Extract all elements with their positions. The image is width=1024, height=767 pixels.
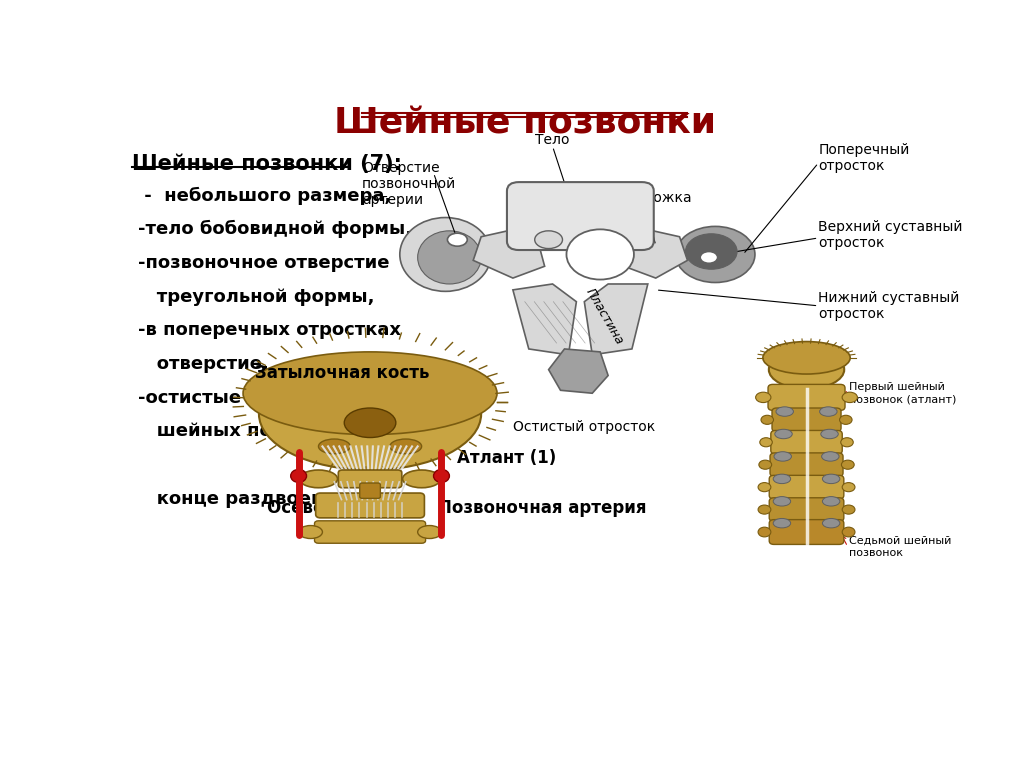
Ellipse shape: [756, 392, 771, 403]
FancyBboxPatch shape: [780, 516, 833, 523]
Ellipse shape: [700, 252, 718, 263]
FancyBboxPatch shape: [769, 498, 844, 522]
Ellipse shape: [685, 234, 737, 269]
Ellipse shape: [841, 438, 853, 447]
Ellipse shape: [758, 505, 771, 514]
Ellipse shape: [773, 474, 791, 484]
Ellipse shape: [760, 438, 772, 447]
Ellipse shape: [299, 525, 323, 538]
Ellipse shape: [842, 392, 857, 403]
Ellipse shape: [842, 482, 855, 492]
Ellipse shape: [773, 518, 791, 528]
PathPatch shape: [513, 284, 577, 355]
FancyBboxPatch shape: [770, 453, 843, 476]
Text: Пластина: Пластина: [583, 286, 626, 347]
Text: Первый шейный
позвонок (атлант): Первый шейный позвонок (атлант): [849, 383, 956, 404]
Ellipse shape: [390, 439, 422, 454]
PathPatch shape: [473, 228, 545, 278]
Ellipse shape: [822, 474, 840, 484]
Ellipse shape: [773, 496, 791, 506]
Text: Шейные позвонки (7):: Шейные позвонки (7):: [132, 154, 402, 174]
Ellipse shape: [243, 352, 497, 435]
Ellipse shape: [758, 482, 771, 492]
Text: Седьмой шейный
позвонок: Седьмой шейный позвонок: [849, 536, 951, 558]
Text: отверстие,: отверстие,: [138, 355, 269, 373]
FancyBboxPatch shape: [781, 449, 831, 456]
PathPatch shape: [549, 349, 608, 393]
Text: Остистый отросток: Остистый отросток: [513, 420, 655, 434]
Ellipse shape: [842, 505, 855, 514]
FancyBboxPatch shape: [769, 476, 844, 499]
Text: Ножка: Ножка: [644, 191, 692, 206]
FancyBboxPatch shape: [780, 472, 833, 479]
Text: Атлант (1): Атлант (1): [458, 449, 557, 467]
FancyBboxPatch shape: [517, 189, 651, 249]
Ellipse shape: [842, 527, 855, 537]
Ellipse shape: [840, 415, 852, 424]
PathPatch shape: [585, 284, 648, 355]
FancyBboxPatch shape: [772, 408, 841, 432]
Ellipse shape: [759, 460, 772, 469]
Ellipse shape: [776, 407, 794, 416]
FancyBboxPatch shape: [314, 521, 426, 543]
FancyBboxPatch shape: [769, 519, 844, 545]
Ellipse shape: [535, 231, 562, 249]
Ellipse shape: [447, 233, 467, 246]
Ellipse shape: [402, 470, 440, 488]
Text: Осевой (2): Осевой (2): [267, 499, 369, 518]
Text: -  небольшого размера,: - небольшого размера,: [138, 186, 391, 205]
Ellipse shape: [822, 518, 840, 528]
Ellipse shape: [758, 527, 771, 537]
Ellipse shape: [821, 452, 839, 461]
Text: -остистые отростки II-VI: -остистые отростки II-VI: [138, 389, 388, 407]
Ellipse shape: [775, 430, 793, 439]
FancyBboxPatch shape: [771, 430, 842, 454]
Text: -тело бобовидной формы,: -тело бобовидной формы,: [138, 220, 413, 239]
FancyBboxPatch shape: [315, 493, 424, 518]
Ellipse shape: [433, 469, 450, 482]
Text: -в поперечных отростках: -в поперечных отростках: [138, 321, 401, 339]
FancyBboxPatch shape: [780, 494, 833, 502]
Text: Нижний суставный
отросток: Нижний суставный отросток: [818, 291, 959, 321]
Ellipse shape: [842, 460, 854, 469]
Ellipse shape: [291, 469, 306, 482]
Text: треугольной формы,: треугольной формы,: [138, 288, 375, 305]
FancyBboxPatch shape: [338, 470, 401, 488]
FancyBboxPatch shape: [782, 404, 830, 412]
Ellipse shape: [763, 341, 850, 374]
Text: Позвоночная артерия: Позвоночная артерия: [437, 499, 646, 518]
Ellipse shape: [819, 407, 837, 416]
FancyBboxPatch shape: [359, 483, 380, 499]
Ellipse shape: [299, 470, 338, 488]
Text: Верхний суставный
отросток: Верхний суставный отросток: [818, 220, 963, 250]
Text: конце раздвоены.: конце раздвоены.: [138, 489, 347, 508]
Text: Шейные позвонки: Шейные позвонки: [334, 107, 716, 141]
Ellipse shape: [676, 226, 755, 282]
FancyBboxPatch shape: [781, 427, 831, 434]
Text: -позвоночное отверстие: -позвоночное отверстие: [138, 254, 390, 272]
Ellipse shape: [774, 452, 792, 461]
Ellipse shape: [399, 218, 492, 291]
PathPatch shape: [624, 228, 687, 278]
Text: Отверстие
позвоночной
артерии: Отверстие позвоночной артерии: [362, 160, 457, 207]
Ellipse shape: [761, 415, 773, 424]
Ellipse shape: [318, 439, 350, 454]
Ellipse shape: [822, 496, 840, 506]
Ellipse shape: [259, 357, 481, 470]
Ellipse shape: [418, 525, 441, 538]
Ellipse shape: [418, 231, 481, 284]
Text: Тело: Тело: [536, 133, 569, 147]
Text: шейных позвонков на: шейных позвонков на: [138, 422, 385, 440]
Ellipse shape: [769, 351, 844, 389]
FancyBboxPatch shape: [507, 182, 653, 250]
Ellipse shape: [344, 408, 396, 437]
Ellipse shape: [566, 229, 634, 279]
Text: Поперечный
отросток: Поперечный отросток: [818, 143, 909, 173]
Ellipse shape: [821, 430, 839, 439]
Text: Затылочная кость: Затылочная кость: [255, 364, 429, 381]
FancyBboxPatch shape: [768, 384, 845, 410]
